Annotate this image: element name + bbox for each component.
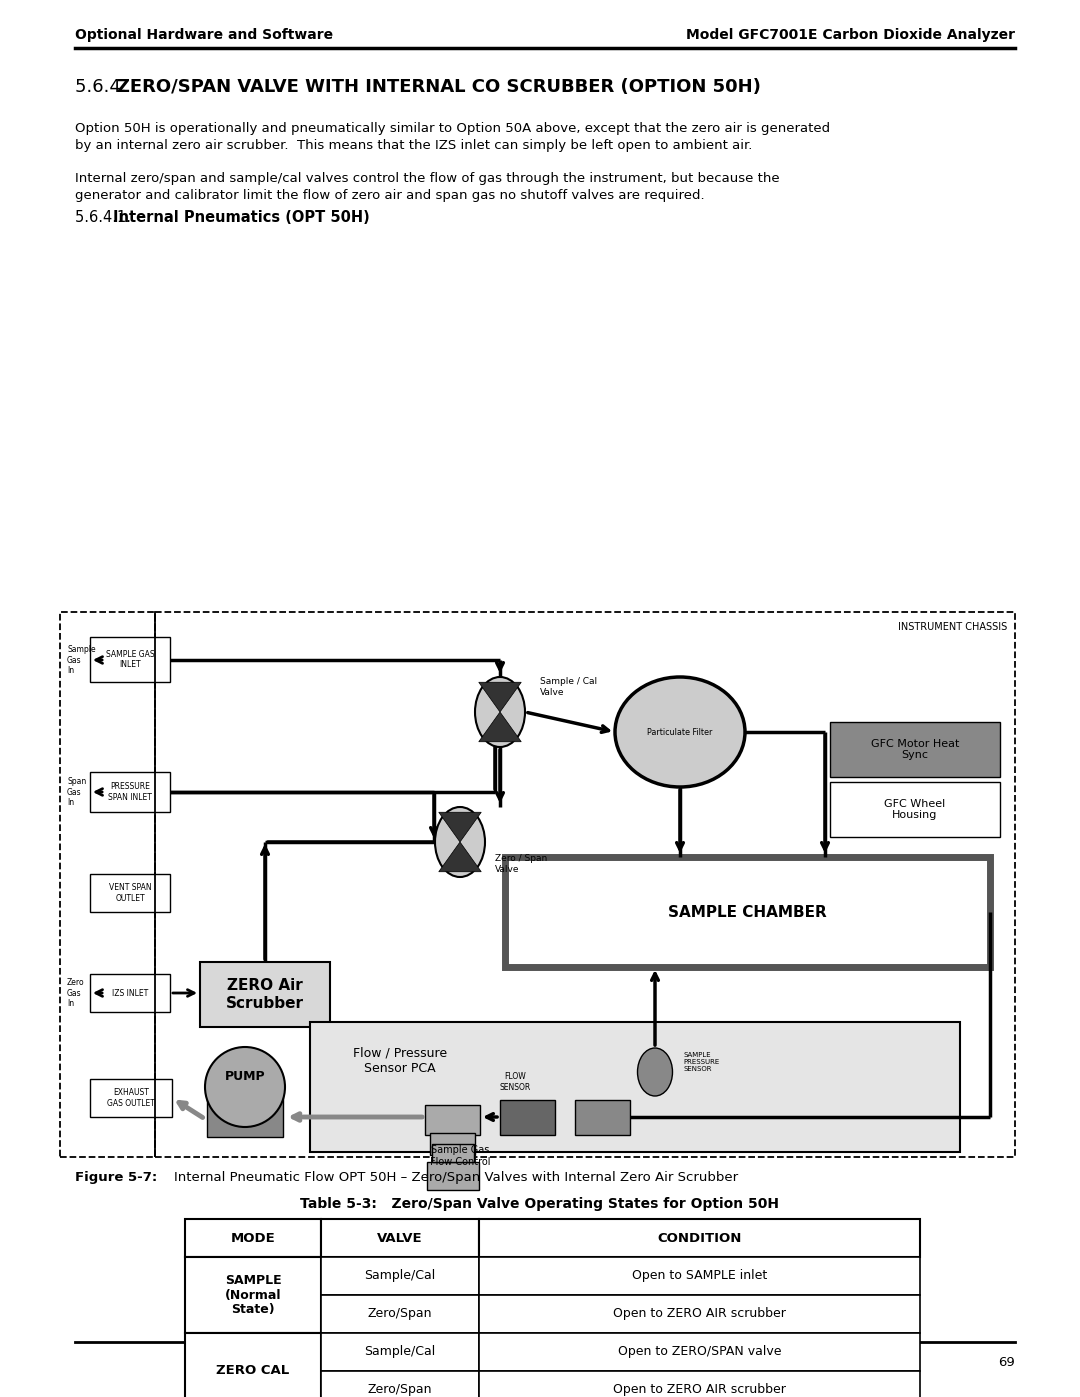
Text: ZERO/SPAN VALVE WITH INTERNAL CO SCRUBBER (OPTION 50H): ZERO/SPAN VALVE WITH INTERNAL CO SCRUBBE…	[117, 78, 761, 96]
Bar	[480, 1257, 920, 1295]
Text: Sample Gas
Flow Control: Sample Gas Flow Control	[430, 1146, 490, 1166]
Bar	[505, 856, 990, 967]
Text: VALVE: VALVE	[377, 1232, 422, 1245]
Bar	[321, 1295, 480, 1333]
Bar	[480, 1333, 920, 1370]
Text: ZERO Air
Scrubber: ZERO Air Scrubber	[226, 978, 303, 1010]
Text: Particulate Filter: Particulate Filter	[647, 728, 713, 736]
Text: Open to ZERO AIR scrubber: Open to ZERO AIR scrubber	[613, 1383, 786, 1397]
Text: Zero/Span: Zero/Span	[367, 1308, 432, 1320]
Polygon shape	[478, 712, 522, 742]
Text: GFC Wheel
Housing: GFC Wheel Housing	[885, 799, 946, 820]
Text: VENT SPAN
OUTLET: VENT SPAN OUTLET	[109, 883, 151, 902]
Text: Flow / Pressure
Sensor PCA: Flow / Pressure Sensor PCA	[353, 1046, 447, 1076]
Bar	[321, 1220, 480, 1257]
Text: Sample
Gas
In: Sample Gas In	[67, 645, 96, 675]
Text: EXHAUST
GAS OUTLET: EXHAUST GAS OUTLET	[107, 1088, 154, 1108]
Bar	[480, 1370, 920, 1397]
Text: Span
Gas
In: Span Gas In	[67, 777, 86, 807]
Circle shape	[205, 1046, 285, 1127]
Bar	[831, 782, 1000, 837]
Text: Model GFC7001E Carbon Dioxide Analyzer: Model GFC7001E Carbon Dioxide Analyzer	[686, 28, 1015, 42]
Text: Sample/Cal: Sample/Cal	[364, 1270, 435, 1282]
Text: Internal Pneumatics (OPT 50H): Internal Pneumatics (OPT 50H)	[113, 211, 369, 225]
Bar	[207, 1097, 283, 1137]
Text: MODE: MODE	[231, 1232, 275, 1245]
Text: Sample / Cal
Valve: Sample / Cal Valve	[540, 678, 597, 697]
Bar	[575, 1099, 630, 1134]
Bar	[310, 1023, 960, 1153]
Text: INSTRUMENT CHASSIS: INSTRUMENT CHASSIS	[897, 622, 1007, 631]
Bar	[321, 1333, 480, 1370]
Bar	[200, 963, 330, 1027]
Bar	[430, 1133, 475, 1155]
Bar	[90, 1078, 172, 1118]
Bar	[321, 1257, 480, 1295]
Bar	[426, 1105, 480, 1134]
Text: Option 50H is operationally and pneumatically similar to Option 50A above, excep: Option 50H is operationally and pneumati…	[75, 122, 831, 152]
Bar	[90, 875, 170, 912]
Text: ZERO CAL: ZERO CAL	[216, 1365, 289, 1377]
Text: Open to ZERO AIR scrubber: Open to ZERO AIR scrubber	[613, 1308, 786, 1320]
Polygon shape	[438, 812, 482, 842]
Text: PUMP: PUMP	[225, 1070, 266, 1084]
Text: PRESSURE
SPAN INLET: PRESSURE SPAN INLET	[108, 782, 152, 802]
Polygon shape	[438, 842, 482, 872]
Text: ▲▲: ▲▲	[401, 1355, 420, 1369]
Text: Zero
Gas
In: Zero Gas In	[67, 978, 84, 1007]
Bar	[321, 1370, 480, 1397]
Text: CONDITION: CONDITION	[658, 1232, 742, 1245]
Bar	[90, 773, 170, 812]
Text: Zero/Span: Zero/Span	[367, 1383, 432, 1397]
Text: SAMPLE
PRESSURE
SENSOR: SAMPLE PRESSURE SENSOR	[683, 1052, 719, 1071]
Text: Internal Pneumatic Flow OPT 50H – Zero/Span Valves with Internal Zero Air Scrubb: Internal Pneumatic Flow OPT 50H – Zero/S…	[157, 1171, 738, 1183]
Bar	[185, 1333, 321, 1397]
Ellipse shape	[637, 1048, 673, 1097]
Ellipse shape	[615, 678, 745, 787]
Bar	[90, 637, 170, 682]
Text: 5.6.4.1.: 5.6.4.1.	[75, 211, 136, 225]
Bar	[480, 1295, 920, 1333]
Text: Sample/Cal: Sample/Cal	[364, 1345, 435, 1358]
Text: SAMPLE CHAMBER: SAMPLE CHAMBER	[669, 904, 827, 919]
Text: 69: 69	[998, 1355, 1015, 1369]
Text: Zero / Span
Valve: Zero / Span Valve	[495, 855, 548, 873]
Text: Optional Hardware and Software: Optional Hardware and Software	[75, 28, 333, 42]
Text: Teledyne Analytical Instruments: Teledyne Analytical Instruments	[426, 1355, 639, 1369]
Bar	[60, 612, 156, 1157]
Polygon shape	[478, 682, 522, 712]
Text: Figure 5-7:: Figure 5-7:	[75, 1171, 158, 1183]
Text: GFC Motor Heat
Sync: GFC Motor Heat Sync	[870, 739, 959, 760]
Text: 5.6.4.: 5.6.4.	[75, 78, 133, 96]
Bar	[500, 1099, 555, 1134]
Text: FLOW
SENSOR: FLOW SENSOR	[499, 1073, 530, 1091]
Bar	[432, 1144, 474, 1162]
Bar	[185, 1257, 321, 1333]
Bar	[156, 612, 1015, 1157]
Text: Open to SAMPLE inlet: Open to SAMPLE inlet	[632, 1270, 767, 1282]
Bar	[427, 1162, 480, 1190]
Bar	[90, 974, 170, 1011]
Bar	[831, 722, 1000, 777]
Text: Open to ZERO/SPAN valve: Open to ZERO/SPAN valve	[618, 1345, 781, 1358]
Bar	[480, 1220, 920, 1257]
Bar	[185, 1220, 321, 1257]
Text: Table 5-3:   Zero/Span Valve Operating States for Option 50H: Table 5-3: Zero/Span Valve Operating Sta…	[300, 1197, 780, 1211]
Text: IZS INLET: IZS INLET	[112, 989, 148, 997]
Ellipse shape	[435, 807, 485, 877]
Text: SAMPLE
(Normal
State): SAMPLE (Normal State)	[225, 1274, 281, 1316]
Text: SAMPLE GAS
INLET: SAMPLE GAS INLET	[106, 650, 154, 669]
Ellipse shape	[475, 678, 525, 747]
Text: Internal zero/span and sample/cal valves control the flow of gas through the ins: Internal zero/span and sample/cal valves…	[75, 172, 780, 203]
